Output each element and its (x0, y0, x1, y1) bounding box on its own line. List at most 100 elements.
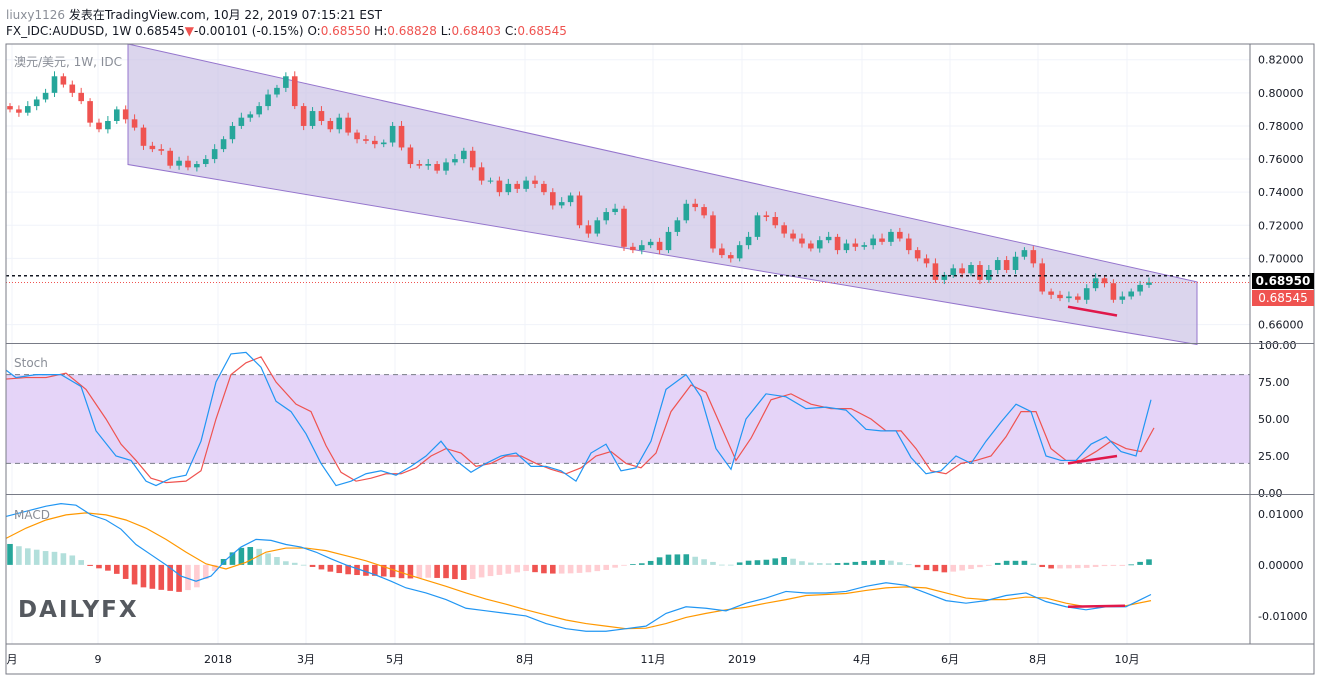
candle-body[interactable] (674, 220, 681, 232)
candle-body[interactable] (719, 248, 725, 256)
price-pane[interactable] (6, 43, 1250, 346)
descending-channel[interactable] (127, 43, 1198, 346)
candle-body[interactable] (736, 245, 743, 259)
candle-body[interactable] (434, 164, 440, 171)
candle-body[interactable] (1110, 283, 1117, 300)
candle-body[interactable] (870, 238, 876, 246)
candle-body[interactable] (888, 231, 894, 242)
candle-body[interactable] (416, 164, 423, 166)
candle-body[interactable] (1066, 296, 1072, 299)
candle-body[interactable] (1012, 256, 1019, 270)
stoch-k-line[interactable] (5, 351, 1152, 487)
candle-body[interactable] (265, 94, 271, 107)
candle-body[interactable] (994, 260, 1001, 270)
candle-body[interactable] (647, 241, 654, 246)
candle-body[interactable] (42, 92, 49, 100)
candle-body[interactable] (808, 243, 814, 249)
candle-body[interactable] (932, 263, 939, 280)
candle-body[interactable] (300, 106, 307, 126)
candle-body[interactable] (176, 160, 182, 166)
candle-body[interactable] (211, 149, 218, 160)
candle-body[interactable] (487, 180, 494, 182)
candle-body[interactable] (941, 274, 948, 280)
candle-body[interactable] (105, 120, 111, 130)
candle-body[interactable] (354, 132, 360, 140)
candle-body[interactable] (140, 127, 147, 146)
candle-body[interactable] (772, 217, 779, 226)
candle-body[interactable] (372, 140, 378, 145)
candle-body[interactable] (478, 167, 485, 181)
candle-body[interactable] (541, 183, 547, 193)
candle-body[interactable] (1039, 263, 1046, 292)
candle-body[interactable] (1137, 284, 1143, 292)
candle-body[interactable] (247, 114, 254, 118)
candle-body[interactable] (51, 76, 58, 93)
candle-body[interactable] (1092, 278, 1099, 289)
candle-body[interactable] (710, 215, 716, 249)
candle-body[interactable] (665, 231, 672, 251)
candle-body[interactable] (505, 183, 512, 193)
candle-body[interactable] (185, 160, 191, 168)
candle-body[interactable] (291, 76, 298, 107)
candle-body[interactable] (799, 238, 805, 244)
candle-body[interactable] (567, 195, 574, 203)
candle-body[interactable] (87, 101, 93, 123)
candle-body[interactable] (96, 122, 102, 130)
candle-body[interactable] (167, 150, 173, 166)
candle-body[interactable] (532, 180, 538, 184)
candle-body[interactable] (986, 269, 992, 280)
candle-body[interactable] (336, 117, 343, 130)
candle-body[interactable] (861, 245, 868, 247)
candle-body[interactable] (443, 162, 449, 171)
candle-body[interactable] (1146, 282, 1152, 285)
candle-body[interactable] (523, 180, 529, 189)
candle-body[interactable] (122, 109, 129, 120)
candle-body[interactable] (638, 245, 645, 251)
candle-body[interactable] (852, 243, 859, 247)
candle-body[interactable] (558, 202, 565, 206)
candle-body[interactable] (1057, 294, 1063, 299)
candle-body[interactable] (816, 240, 823, 249)
stoch-pane[interactable] (5, 351, 1250, 487)
candle-body[interactable] (1003, 260, 1010, 270)
candle-body[interactable] (309, 111, 316, 126)
candle-body[interactable] (327, 120, 334, 130)
candle-body[interactable] (1128, 291, 1135, 297)
candle-body[interactable] (1119, 296, 1126, 300)
candle-body[interactable] (1075, 296, 1081, 300)
candle-body[interactable] (585, 225, 592, 234)
candle-body[interactable] (496, 180, 503, 193)
candle-body[interactable] (389, 125, 396, 143)
candle-body[interactable] (238, 117, 245, 126)
candle-body[interactable] (461, 150, 467, 160)
candle-body[interactable] (701, 207, 707, 216)
candle-body[interactable] (33, 99, 40, 107)
macd-line[interactable] (5, 503, 1152, 632)
candle-body[interactable] (407, 147, 414, 165)
candle-body[interactable] (16, 109, 22, 113)
candle-body[interactable] (843, 243, 850, 251)
candle-body[interactable] (727, 255, 734, 259)
candle-body[interactable] (683, 203, 690, 221)
candle-body[interactable] (398, 125, 405, 148)
candle-body[interactable] (283, 76, 289, 88)
candle-body[interactable] (834, 236, 841, 251)
candle-body[interactable] (60, 76, 67, 85)
candle-body[interactable] (274, 87, 280, 95)
candle-body[interactable] (1083, 288, 1090, 300)
candle-body[interactable] (905, 238, 912, 251)
candle-body[interactable] (318, 111, 325, 121)
candle-body[interactable] (1101, 278, 1108, 284)
candle-body[interactable] (1021, 250, 1028, 257)
candle-body[interactable] (879, 238, 885, 242)
candle-body[interactable] (345, 117, 351, 133)
candle-body[interactable] (229, 125, 236, 140)
candle-body[interactable] (24, 106, 31, 113)
candle-body[interactable] (790, 233, 796, 239)
candle-body[interactable] (256, 106, 262, 115)
candle-body[interactable] (425, 164, 432, 166)
candle-body[interactable] (977, 265, 983, 280)
candle-body[interactable] (612, 208, 618, 213)
candle-body[interactable] (630, 246, 636, 251)
